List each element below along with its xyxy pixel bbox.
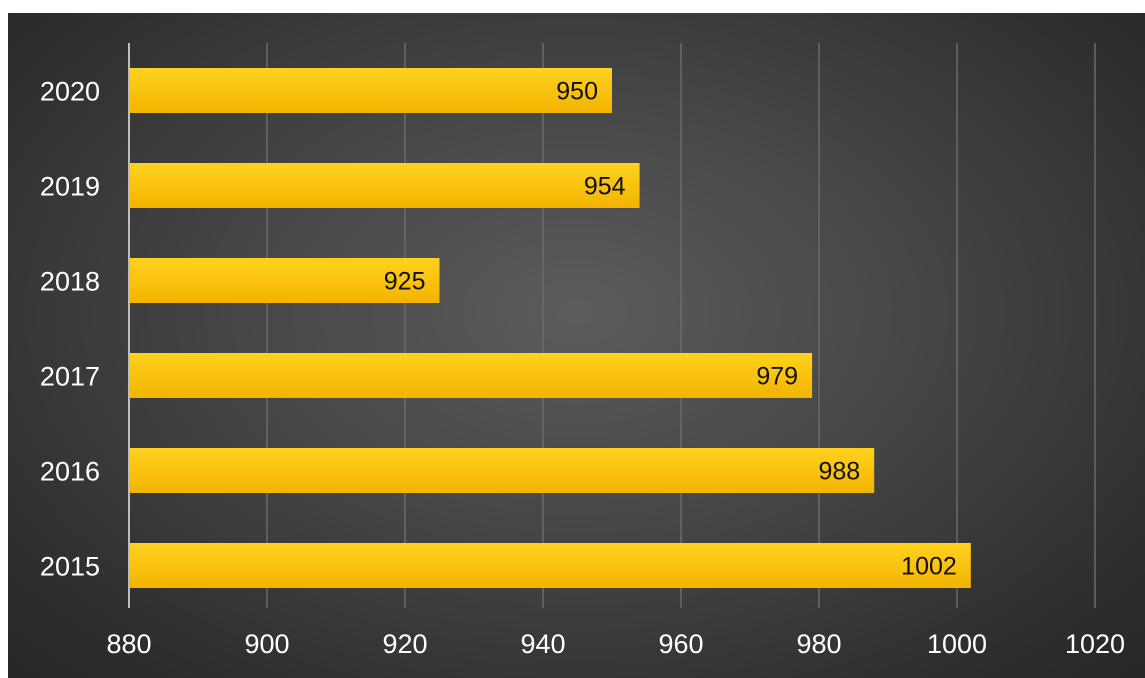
x-tick-label-920: 920: [382, 629, 427, 659]
bar-2015: [129, 543, 971, 588]
data-labels: 950 954 925 979 988 1002: [384, 78, 957, 581]
bars: [129, 68, 971, 588]
x-tick-label-1020: 1020: [1065, 629, 1125, 659]
x-tick-label-960: 960: [658, 629, 703, 659]
data-label-2018: 925: [384, 268, 426, 296]
y-tick-label-2016: 2016: [40, 457, 100, 487]
x-axis-tick-labels: 880 900 920 940 960 980 1000 1020: [106, 629, 1125, 659]
x-tick-label-980: 980: [796, 629, 841, 659]
x-tick-label-940: 940: [520, 629, 565, 659]
data-label-2017: 979: [756, 363, 798, 391]
bar-2017: [129, 353, 813, 398]
x-tick-label-1000: 1000: [927, 629, 987, 659]
data-label-2020: 950: [556, 78, 598, 106]
bar-2019: [129, 163, 640, 208]
y-tick-label-2017: 2017: [40, 362, 100, 392]
data-label-2019: 954: [584, 173, 626, 201]
data-label-2016: 988: [818, 458, 860, 486]
x-tick-label-880: 880: [106, 629, 151, 659]
bar-2020: [129, 68, 612, 113]
y-tick-label-2020: 2020: [40, 77, 100, 107]
y-axis-tick-labels: 2020 2019 2018 2017 2016 2015: [40, 77, 100, 582]
chart-canvas: 2020 2019 2018 2017 2016 2015 880 900 920 940 960…: [40, 43, 1125, 659]
gridlines: [266, 43, 1096, 608]
data-label-2015: 1002: [901, 553, 957, 581]
bar-2016: [129, 448, 875, 493]
y-tick-label-2015: 2015: [40, 552, 100, 582]
bar-2018: [129, 258, 440, 303]
x-tick-label-900: 900: [244, 629, 289, 659]
bar-chart: 2020 2019 2018 2017 2016 2015 880 900 920 940 960…: [8, 13, 1145, 678]
y-tick-label-2018: 2018: [40, 267, 100, 297]
y-tick-label-2019: 2019: [40, 172, 100, 202]
